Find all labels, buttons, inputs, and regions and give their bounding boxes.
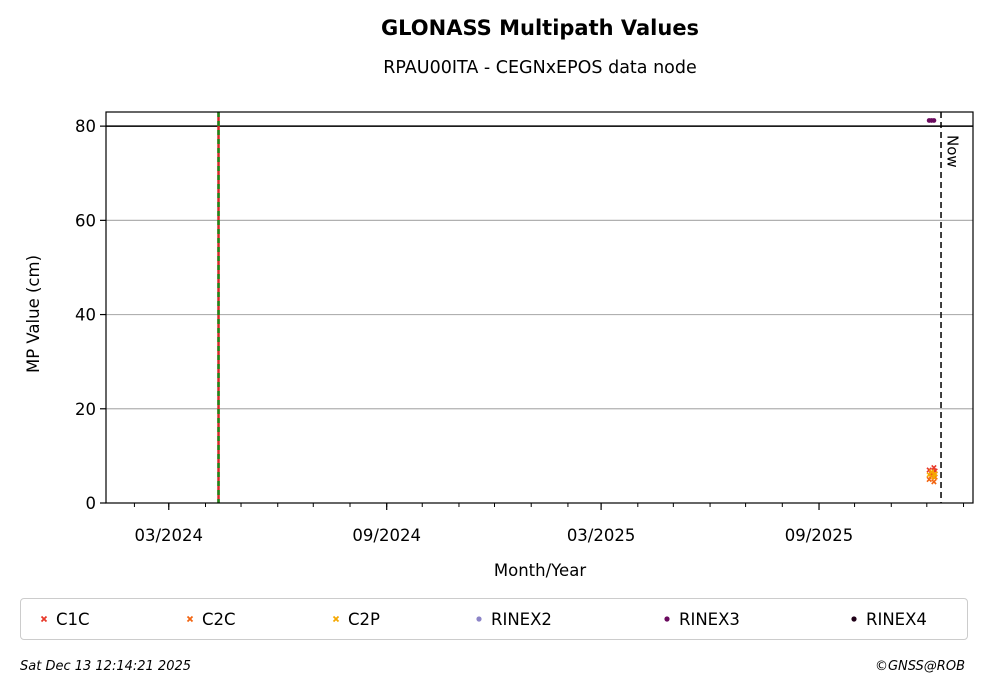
data-point bbox=[931, 464, 937, 471]
legend-label: C2C bbox=[202, 609, 236, 629]
plot-frame bbox=[105, 111, 974, 504]
chart-subtitle: RPAU00ITA - CEGNxEPOS data node bbox=[383, 58, 697, 78]
x-tick-label: 09/2025 bbox=[785, 526, 854, 545]
legend-label: C2P bbox=[348, 609, 380, 629]
y-tick-label: 0 bbox=[86, 494, 97, 513]
footer-timestamp: Sat Dec 13 12:14:21 2025 bbox=[20, 659, 192, 674]
legend-item: RINEX2 bbox=[473, 599, 552, 639]
x-tick-label: 03/2024 bbox=[135, 526, 204, 545]
chart-title: GLONASS Multipath Values bbox=[380, 16, 700, 40]
x-axis-label: Month/Year bbox=[494, 561, 586, 580]
legend-label: RINEX4 bbox=[866, 609, 927, 629]
legend-item: C2C bbox=[184, 599, 236, 639]
legend-item: C1C bbox=[38, 599, 90, 639]
dot-marker-icon bbox=[661, 613, 673, 625]
plot-area: Month/Year MP Value (cm) Now 0 20 40 60 80 03/… bbox=[24, 111, 974, 580]
data-point bbox=[928, 469, 935, 475]
data-point bbox=[931, 479, 937, 485]
legend-item: C2P bbox=[330, 599, 380, 639]
y-tick-label: 40 bbox=[75, 306, 96, 325]
legend-label: RINEX3 bbox=[679, 609, 740, 629]
dot-marker-icon bbox=[473, 613, 485, 625]
y-tick-label: 20 bbox=[75, 400, 96, 419]
dot-marker-icon bbox=[848, 613, 860, 625]
x-tick-label: 09/2024 bbox=[352, 526, 421, 545]
y-axis-label: MP Value (cm) bbox=[24, 255, 43, 373]
y-tick-label: 60 bbox=[75, 211, 96, 230]
x-tick-label: 03/2025 bbox=[567, 526, 636, 545]
data-point bbox=[931, 118, 937, 123]
legend-item: RINEX4 bbox=[848, 599, 927, 639]
legend-label: RINEX2 bbox=[491, 609, 552, 629]
legend-item: RINEX3 bbox=[661, 599, 740, 639]
legend-label: C1C bbox=[56, 609, 90, 629]
now-label: Now bbox=[944, 135, 962, 168]
cross-marker-icon bbox=[38, 613, 50, 625]
y-tick-label: 80 bbox=[75, 117, 96, 136]
data-point bbox=[931, 474, 937, 480]
footer-credit: ©GNSS@ROB bbox=[874, 659, 965, 674]
cross-marker-icon bbox=[184, 613, 196, 625]
data-point bbox=[932, 471, 938, 477]
cross-marker-icon bbox=[330, 613, 342, 625]
data-point bbox=[926, 476, 932, 483]
legend: C1C C2C C2P RINEX2 RINEX3 RINEX4 bbox=[20, 598, 968, 640]
